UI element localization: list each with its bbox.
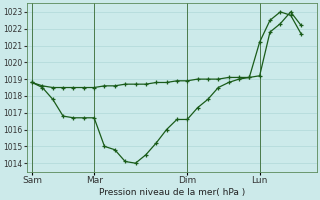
X-axis label: Pression niveau de la mer( hPa ): Pression niveau de la mer( hPa ) <box>99 188 245 197</box>
